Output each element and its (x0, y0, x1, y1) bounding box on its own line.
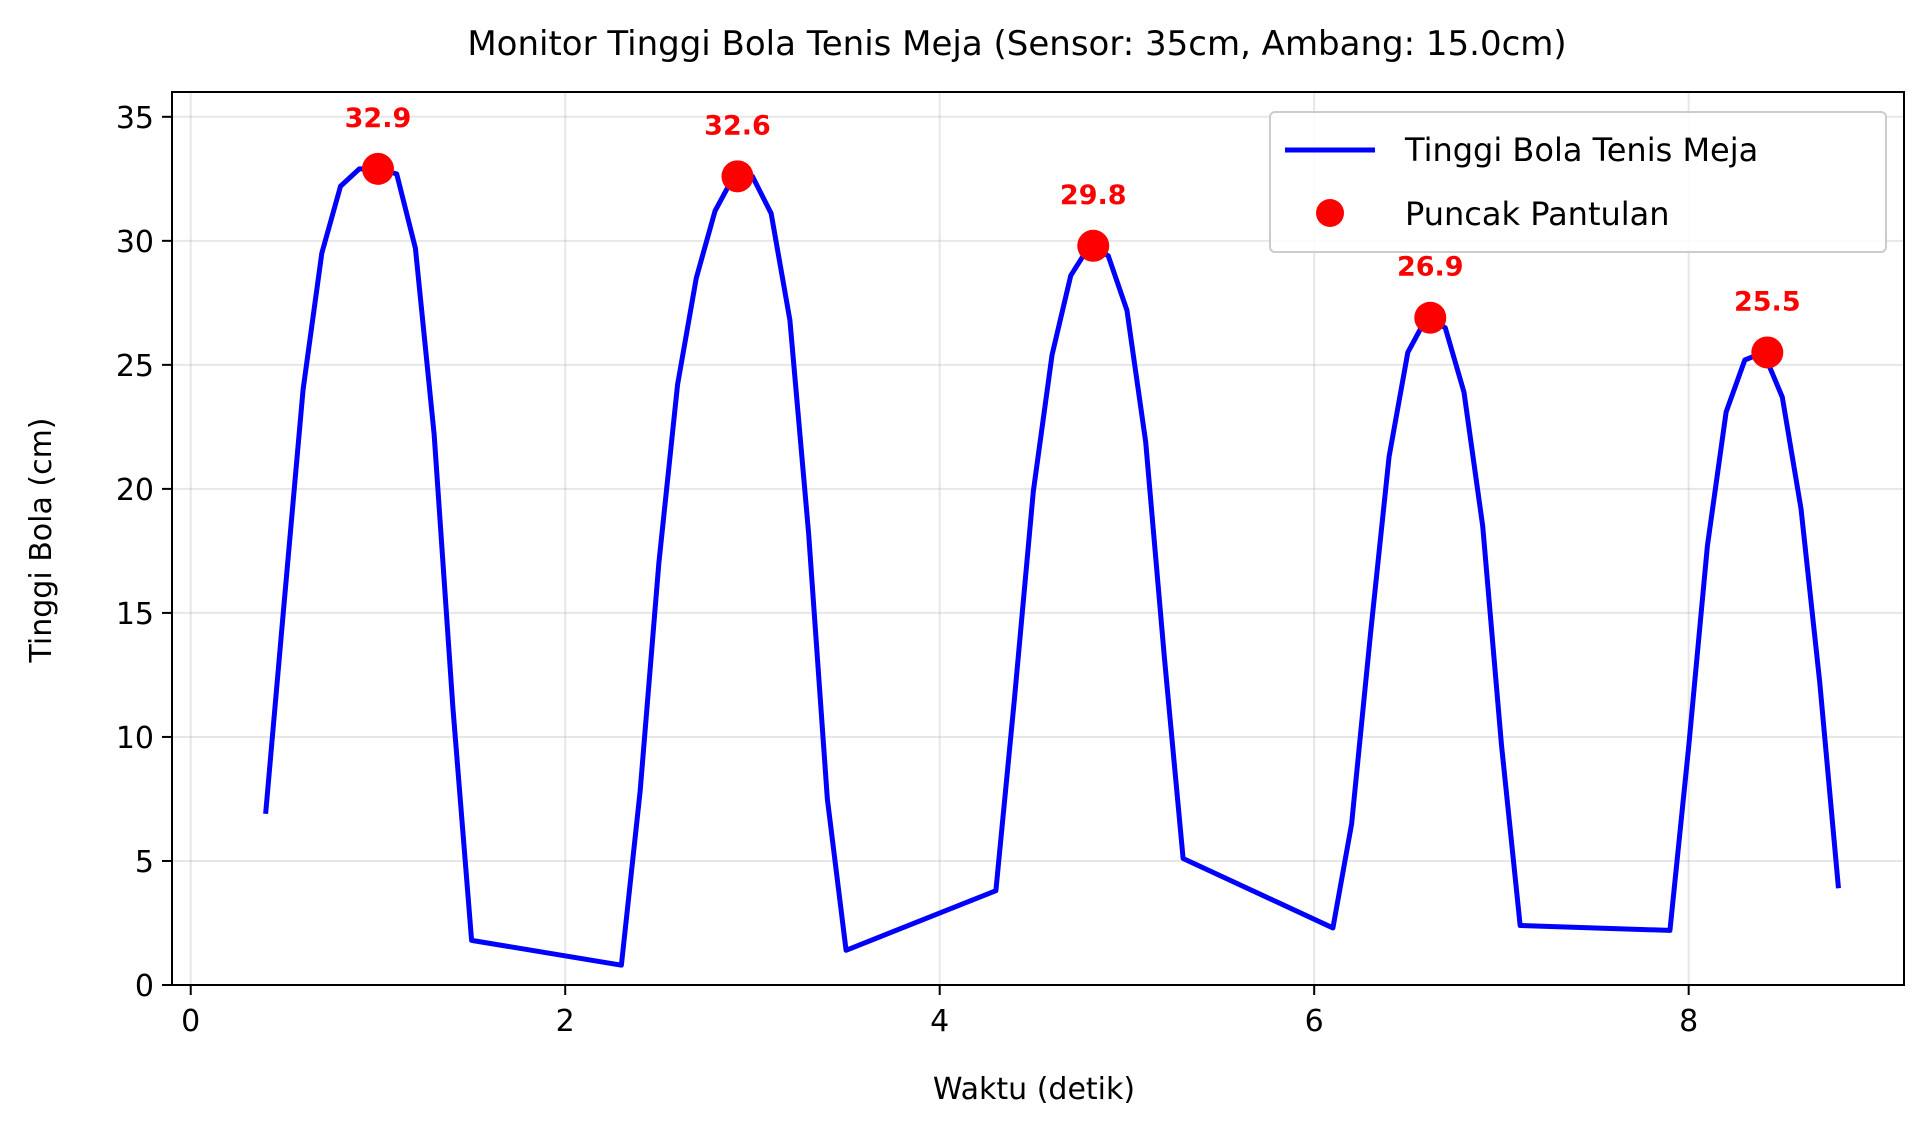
legend-label-line: Tinggi Bola Tenis Meja (1404, 131, 1758, 169)
peak-marker (1751, 336, 1784, 369)
peak-value-label: 32.9 (345, 103, 412, 134)
peak-value-label: 25.5 (1734, 286, 1801, 317)
x-tick-label: 8 (1679, 1004, 1698, 1039)
legend-label-peaks: Puncak Pantulan (1405, 195, 1670, 233)
legend-marker-swatch (1316, 199, 1344, 227)
y-tick-label: 5 (135, 845, 154, 880)
y-tick-label: 15 (116, 597, 154, 632)
y-axis-label: Tinggi Bola (cm) (24, 417, 59, 663)
x-tick-label: 2 (556, 1004, 575, 1039)
y-tick-label: 35 (116, 101, 154, 136)
y-tick-label: 10 (116, 721, 154, 756)
peak-marker (361, 152, 394, 185)
peak-value-label: 32.6 (704, 110, 771, 141)
legend-box (1269, 111, 1887, 253)
series-layer: 32.9 32.6 29.8 26.9 25.5 (263, 103, 1841, 968)
grid-layer (172, 92, 1904, 986)
chart-title: Monitor Tinggi Bola Tenis Meja (Sensor: … (467, 24, 1566, 64)
axis-layer: 0 2 4 6 8 0 5 10 15 20 25 30 35 (116, 101, 1698, 1039)
y-tick-label: 0 (135, 969, 154, 1004)
x-tick-label: 4 (930, 1004, 949, 1039)
x-tick-label: 6 (1305, 1004, 1324, 1039)
peak-marker (1414, 301, 1447, 334)
peak-value-label: 26.9 (1397, 252, 1464, 283)
peak-marker (721, 160, 754, 193)
x-axis-label: Waktu (detik) (933, 1072, 1135, 1107)
height-series-line (263, 166, 1841, 968)
peak-marker (1077, 229, 1110, 262)
y-tick-label: 20 (116, 473, 154, 508)
y-tick-label: 30 (116, 225, 154, 260)
x-tick-label: 0 (181, 1004, 200, 1039)
y-tick-label: 25 (116, 349, 154, 384)
plot-area-frame (171, 91, 1905, 986)
legend: Tinggi Bola Tenis Meja Puncak Pantulan (1269, 111, 1887, 253)
peak-value-label: 29.8 (1060, 180, 1127, 211)
